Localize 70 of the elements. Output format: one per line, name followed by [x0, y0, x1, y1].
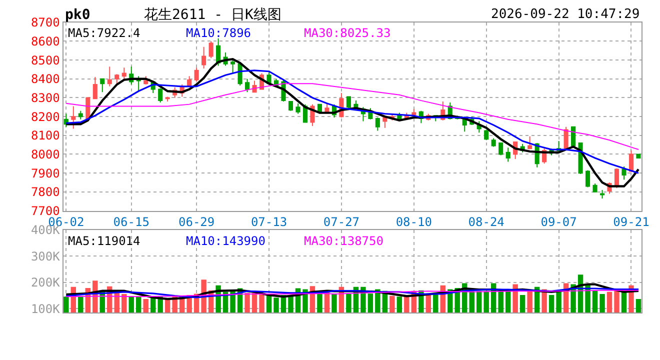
candlestick [245, 78, 250, 93]
candlestick [122, 67, 126, 80]
candlestick [600, 190, 605, 200]
x-tick-label: 06-29 [178, 215, 215, 230]
candlestick [484, 129, 489, 141]
candlestick [592, 182, 598, 192]
candlestick [158, 88, 163, 103]
line-series [65, 58, 640, 188]
x-tick-label: 08-24 [468, 215, 504, 230]
y-tick-label: 300K [30, 249, 61, 264]
chart-title: 花生2611 - 日K线图 [144, 7, 282, 23]
candlestick [187, 76, 192, 88]
y-tick-label: 7800 [30, 185, 60, 200]
y-tick-label: 8100 [30, 128, 60, 143]
candlestick [114, 74, 120, 84]
candlestick [296, 102, 300, 114]
x-tick-label: 09-07 [540, 215, 577, 230]
y-tick-label: 7900 [30, 166, 60, 180]
candlestick [622, 166, 626, 180]
y-tick-label: 8600 [30, 34, 60, 48]
line-series [66, 83, 639, 150]
candlestick [506, 147, 510, 162]
candlestick [86, 97, 90, 120]
candlestick [78, 110, 83, 120]
candlestick [288, 101, 294, 112]
y-tick-label: 8200 [30, 110, 60, 124]
x-tick-label: 09-21 [613, 215, 650, 230]
candlestick [382, 116, 388, 128]
line-series [65, 70, 640, 174]
y-tick-label: 8300 [30, 90, 60, 105]
y-tick-label: 100K [30, 302, 61, 316]
candlestick [216, 38, 221, 66]
candlestick [230, 58, 236, 74]
candlestick [92, 76, 98, 100]
candlestick [498, 142, 504, 156]
y-tick-label: 8700 [30, 16, 60, 30]
candlestick [636, 154, 641, 159]
text: MA30:8025.33 [304, 26, 391, 40]
text: 2026-09-22 10:47:29 [491, 7, 640, 22]
x-tick-label: 07-13 [250, 215, 288, 230]
candlestick [194, 67, 199, 82]
candlestick [136, 76, 141, 92]
y-tick-label: 200K [30, 276, 61, 290]
candlestick [71, 106, 76, 130]
candlestick [165, 96, 170, 102]
text: MA5:7922.4 [68, 26, 140, 40]
x-tick-label: 07-27 [323, 215, 360, 230]
x-tick-label: 06-15 [113, 215, 150, 230]
candlestick [528, 136, 532, 150]
candlestick [208, 40, 214, 59]
candlestick [346, 96, 351, 110]
y-tick-label: 8400 [30, 72, 60, 86]
text: MA10:143990 [186, 234, 266, 248]
y-tick-label: 8000 [30, 147, 60, 162]
y-tick-label: 7700 [30, 204, 60, 218]
candlestick [100, 78, 105, 93]
text: MA30:138750 [304, 234, 384, 248]
y-tick-label: 8500 [30, 53, 60, 68]
text: MA5:119014 [68, 234, 140, 248]
candlestick [628, 150, 634, 172]
text: MA10:7896 [186, 26, 252, 40]
candlestick [375, 117, 380, 132]
candlestick [491, 138, 496, 148]
candlestick [571, 126, 576, 148]
annotation: pk0 [65, 7, 90, 23]
candlestick [107, 66, 112, 87]
line-series [65, 283, 640, 300]
x-tick-label: 08-10 [396, 215, 432, 230]
candlestick [202, 46, 206, 70]
candlestick [586, 170, 590, 188]
